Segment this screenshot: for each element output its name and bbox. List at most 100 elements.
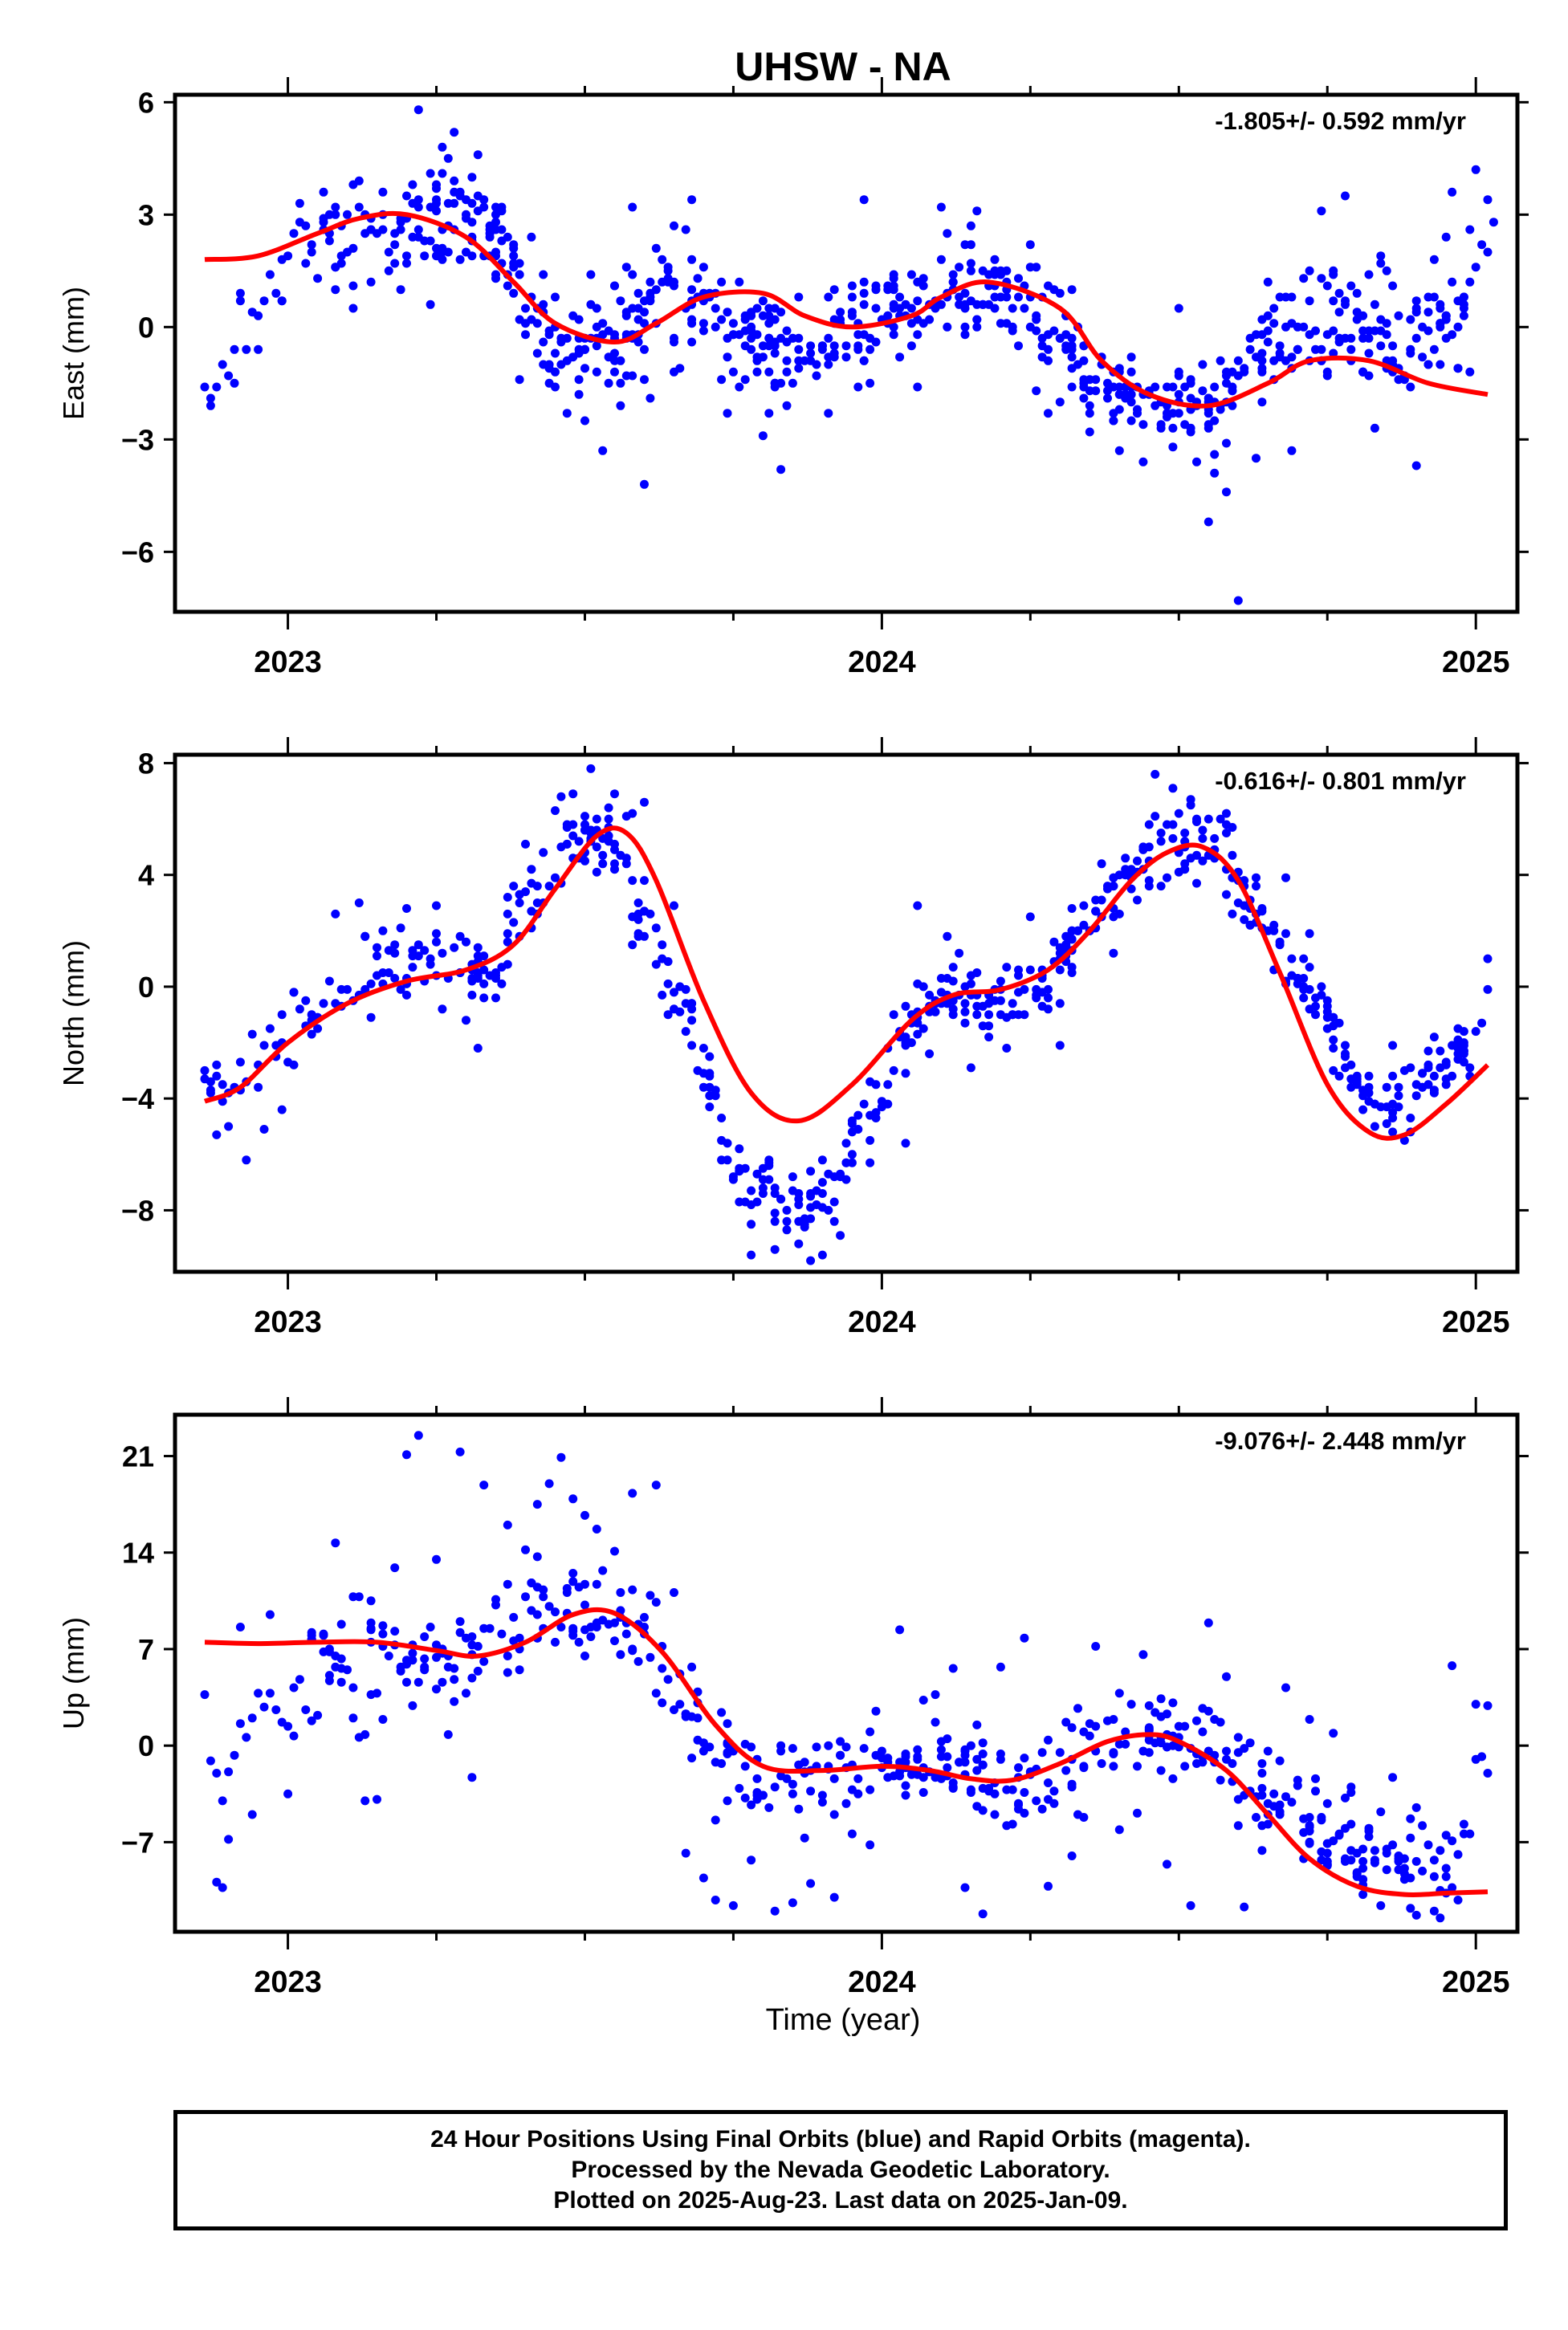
data-point [764,333,774,343]
data-point [360,931,370,941]
data-point [687,1004,697,1014]
data-point [426,1623,435,1631]
data-point [955,1758,964,1767]
data-point [776,1195,786,1204]
data-point [336,259,346,268]
data-point [301,259,311,268]
data-point [943,322,952,332]
data-point [390,1563,400,1573]
data-point [770,1782,780,1792]
data-point [901,1038,910,1048]
data-point [889,299,898,309]
data-point [948,1010,958,1020]
data-point [378,1621,388,1631]
data-point [978,1760,988,1770]
data-point [1228,850,1237,860]
data-point [1477,1752,1487,1762]
data-point [1287,446,1297,455]
data-point [503,937,512,947]
data-point [307,1716,316,1725]
data-point [1067,935,1077,944]
data-point [212,382,222,392]
data-point [1020,1754,1029,1763]
data-point [770,348,780,358]
data-point [1370,1855,1379,1865]
data-point [990,270,1000,279]
data-point [598,1566,608,1575]
data-point [723,409,732,418]
data-point [663,1675,673,1684]
data-point [1334,1829,1344,1839]
y-tick-label: 4 [138,859,154,892]
y-tick-label: 0 [138,971,154,1004]
data-point [663,277,673,287]
data-point [1109,1748,1118,1758]
data-point [1287,954,1297,963]
data-point [658,255,667,264]
data-point [1025,240,1035,250]
data-point [1346,281,1356,291]
data-point [1097,1759,1106,1768]
data-point [295,198,304,208]
y-tick-label: 3 [138,198,154,231]
data-point [794,364,804,373]
data-point [1299,954,1309,963]
data-point [1025,912,1035,922]
data-point [948,1664,958,1673]
data-point [1126,397,1136,407]
data-point [865,1135,875,1145]
data-point [313,1024,323,1033]
data-point [1067,285,1077,295]
data-point [782,1225,792,1235]
data-point [806,348,816,358]
data-point [782,326,792,336]
data-point [996,1662,1005,1672]
data-point [640,319,649,328]
data-point [390,259,400,268]
data-point [1418,1821,1427,1831]
data-point [1346,344,1356,354]
data-point [551,873,560,882]
data-point [1411,296,1421,306]
data-point [396,218,405,227]
data-point [1322,281,1332,291]
data-point [794,1804,804,1814]
data-point [841,341,851,351]
data-point [1233,1733,1243,1742]
data-point [711,1815,720,1825]
data-point [283,1789,293,1798]
data-point [1334,288,1344,298]
data-point [1423,1840,1433,1850]
data-point [978,299,988,309]
data-point [1477,240,1487,250]
data-point [1269,303,1279,313]
data-point [479,965,489,975]
data-point [1263,277,1273,287]
data-point [1186,1900,1195,1910]
data-point [747,1855,756,1865]
data-point [758,296,768,306]
data-point [681,1848,690,1858]
data-point [646,1591,655,1600]
data-point [1067,968,1077,977]
data-point [479,951,489,961]
data-point [621,1629,631,1639]
data-point [847,308,857,317]
data-point [1061,1717,1071,1727]
data-point [1144,882,1154,891]
data-point [1192,878,1201,888]
data-point [1346,333,1356,343]
data-point [918,274,928,283]
data-point [1263,326,1273,336]
data-point [776,465,786,475]
data-point [978,1750,988,1758]
data-point [556,792,566,801]
data-point [640,308,649,317]
data-point [913,1029,922,1039]
data-point [551,348,560,358]
data-point [883,1773,893,1782]
data-point [1358,1864,1368,1873]
data-point [1317,1855,1326,1865]
data-point [1322,1848,1332,1858]
data-point [651,923,661,933]
